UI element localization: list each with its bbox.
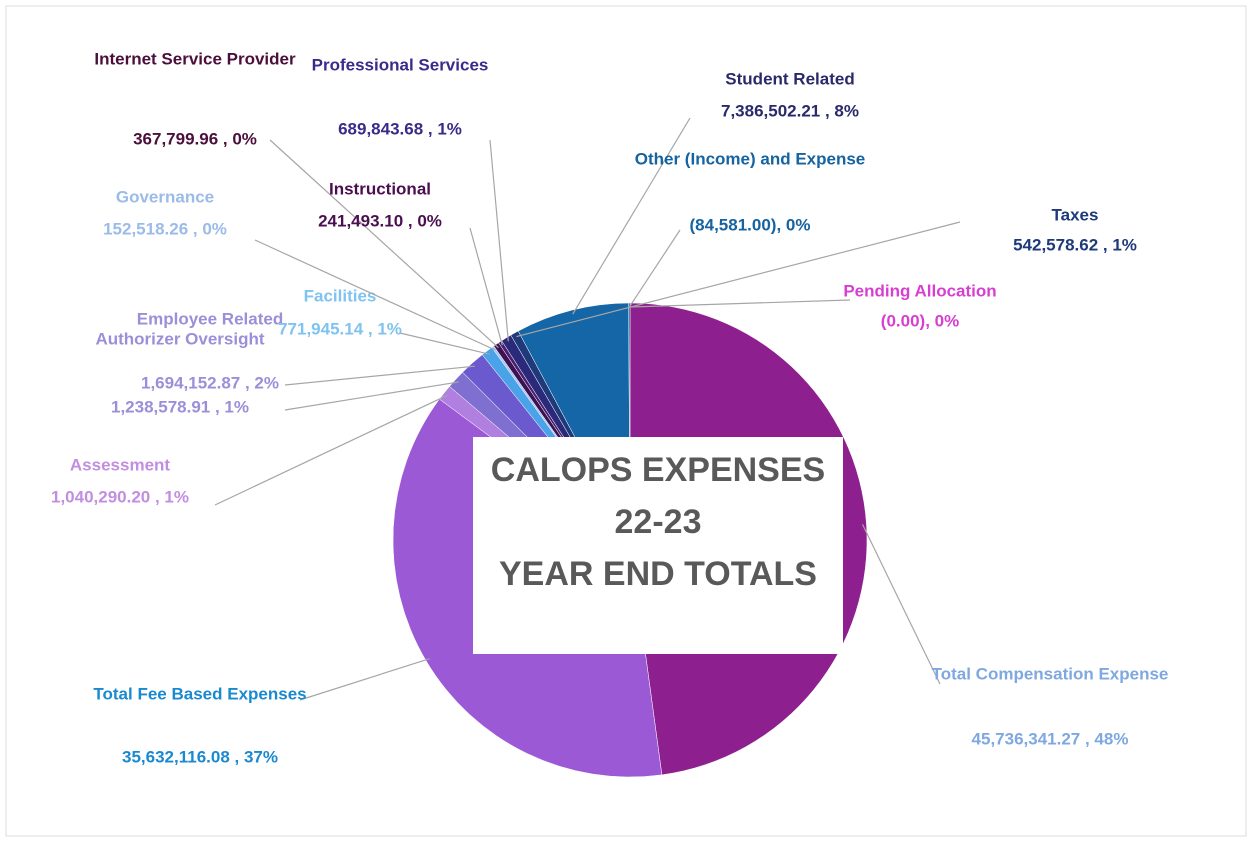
slice-label: Professional Services (312, 55, 489, 74)
slice-value-label: 689,843.68 , 1% (338, 119, 462, 138)
slice-value-label: 542,578.62 , 1% (1013, 235, 1137, 254)
slice-value-label: 45,736,341.27 , 48% (972, 729, 1129, 748)
leader-line (284, 365, 475, 386)
leader-line (284, 381, 459, 411)
slice-value-label: (84,581.00), 0% (690, 215, 811, 234)
slice-value-label: 241,493.10 , 0% (318, 211, 442, 230)
slice-value-label: 35,632,116.08 , 37% (122, 747, 278, 766)
slice-label: Total Fee Based Expenses (93, 684, 306, 703)
leader-line (399, 332, 490, 355)
leader-line (299, 658, 430, 701)
slice-label: Taxes (1052, 205, 1099, 224)
slice-label: Authorizer Oversight (95, 329, 264, 348)
leader-line (516, 221, 961, 338)
slice-label: Pending Allocation (843, 281, 996, 300)
leader-line (214, 394, 448, 506)
slice-label: Assessment (70, 455, 171, 474)
chart-title: YEAR END TOTALS (499, 555, 817, 593)
slice-value-label: 152,518.26 , 0% (103, 219, 227, 238)
slice-label: Internet Service Provider (94, 49, 296, 68)
slice-label: Governance (116, 187, 214, 206)
leader-line (861, 524, 941, 685)
leader-line (629, 299, 851, 308)
slice-label: Total Compensation Expense (932, 664, 1169, 683)
slice-value-label: (0.00), 0% (881, 311, 959, 330)
slice-label: Facilities (304, 286, 377, 305)
leader-line (269, 139, 499, 349)
leader-line (572, 117, 691, 315)
title-box (473, 437, 843, 654)
slice-value-label: 771,945.14 , 1% (278, 319, 402, 338)
slice-value-label: 1,040,290.20 , 1% (51, 487, 189, 506)
leader-line (254, 239, 496, 351)
slice-value-label: 367,799.96 , 0% (133, 129, 257, 148)
leader-line (489, 139, 509, 342)
chart-title: 22-23 (615, 503, 702, 541)
pie-slice (628, 302, 631, 541)
labels: Pending Allocation (0.00), 0% Total Compen… (51, 49, 1168, 766)
slice-value-label: 1,694,152.87 , 2% (141, 373, 279, 392)
leader-line (469, 227, 503, 346)
leader-line (628, 229, 681, 308)
chart-title: CALOPS EXPENSES (491, 451, 825, 489)
slice-label: Instructional (329, 179, 431, 198)
slice-value-label: 7,386,502.21 , 8% (721, 101, 859, 120)
slice-label: Other (Income) and Expense (635, 149, 866, 168)
slice-label: Employee Related (137, 309, 283, 328)
slice-value-label: 1,238,578.91 , 1% (111, 397, 249, 416)
slice-label: Student Related (725, 69, 854, 88)
